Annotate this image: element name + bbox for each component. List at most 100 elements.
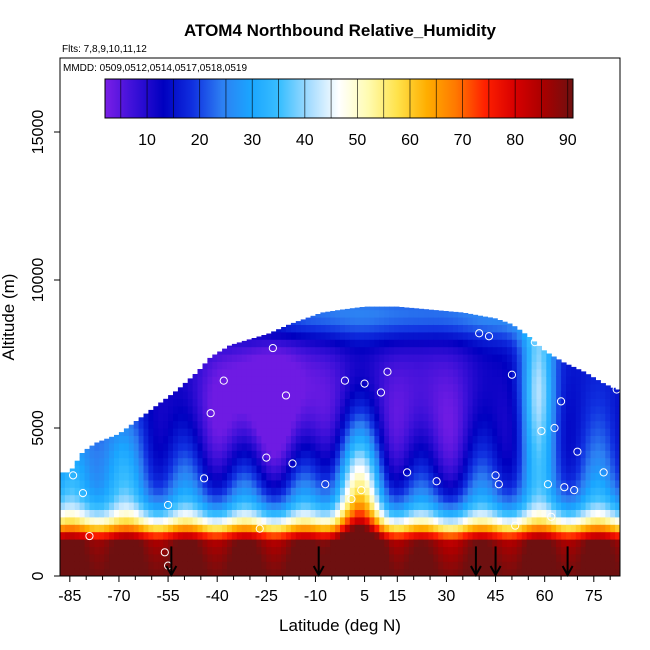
curtain-cell bbox=[487, 546, 493, 555]
curtain-cell bbox=[60, 502, 66, 510]
curtain-cell bbox=[374, 354, 380, 362]
curtain-cell bbox=[133, 428, 140, 436]
curtain-cell bbox=[438, 398, 444, 407]
curtain-cell bbox=[546, 465, 552, 473]
curtain-cell bbox=[335, 398, 341, 407]
curtain-cell bbox=[197, 405, 203, 414]
curtain-cell bbox=[526, 539, 533, 547]
curtain-cell bbox=[281, 516, 287, 525]
sample-point bbox=[321, 480, 330, 489]
curtain-cell bbox=[526, 465, 533, 473]
curtain-cell bbox=[605, 428, 611, 436]
curtain-cell bbox=[300, 339, 307, 348]
curtain-cell bbox=[266, 450, 272, 459]
curtain-cell bbox=[467, 354, 474, 362]
curtain-cell bbox=[482, 516, 488, 525]
curtain-cell bbox=[60, 524, 66, 533]
curtain-cell bbox=[389, 472, 395, 481]
curtain-cell bbox=[310, 450, 316, 459]
curtain-cell bbox=[600, 457, 606, 466]
curtain-cell bbox=[256, 405, 262, 414]
curtain-cell bbox=[521, 509, 528, 518]
curtain-cell bbox=[418, 428, 425, 436]
curtain-cell bbox=[246, 568, 253, 576]
curtain-cell bbox=[325, 457, 331, 466]
curtain-cell bbox=[467, 361, 474, 370]
curtain-cell bbox=[271, 376, 277, 385]
curtain-cell bbox=[492, 465, 498, 473]
curtain-cell bbox=[585, 568, 592, 576]
curtain-cell bbox=[325, 524, 331, 533]
curtain-cell bbox=[236, 472, 243, 481]
curtain-cell bbox=[261, 354, 267, 362]
curtain-cell bbox=[335, 317, 341, 325]
curtain-cell bbox=[472, 435, 479, 444]
curtain-cell bbox=[497, 435, 503, 444]
curtain-cell bbox=[526, 435, 533, 444]
curtain-cell bbox=[236, 361, 243, 370]
curtain-cell bbox=[281, 346, 287, 355]
curtain-cell bbox=[453, 531, 459, 540]
curtain-cell bbox=[502, 524, 508, 533]
curtain-cell bbox=[163, 553, 169, 562]
curtain-cell bbox=[222, 398, 228, 407]
curtain-cell bbox=[241, 398, 248, 407]
curtain-cell bbox=[428, 383, 434, 392]
curtain-cell bbox=[227, 345, 233, 348]
curtain-cell bbox=[251, 398, 258, 407]
curtain-cell bbox=[241, 524, 248, 533]
curtain-cell bbox=[94, 487, 100, 496]
curtain-cell bbox=[143, 539, 149, 547]
curtain-cell bbox=[364, 398, 371, 407]
curtain-cell bbox=[398, 309, 405, 318]
curtain-cell bbox=[448, 428, 454, 436]
curtain-cell bbox=[443, 509, 449, 518]
curtain-cell bbox=[320, 524, 326, 533]
curtain-cell bbox=[418, 391, 425, 399]
curtain-cell bbox=[79, 465, 86, 473]
curtain-cell bbox=[295, 361, 302, 370]
curtain-cell bbox=[364, 420, 371, 429]
curtain-cell bbox=[349, 509, 356, 518]
curtain-cell bbox=[231, 435, 238, 444]
curtain-cell bbox=[173, 457, 179, 466]
curtain-cell bbox=[241, 516, 248, 525]
sample-point bbox=[68, 471, 78, 480]
curtain-cell bbox=[187, 435, 194, 444]
curtain-cell bbox=[413, 546, 420, 555]
curtain-cell bbox=[276, 539, 282, 547]
curtain-cell bbox=[605, 413, 611, 422]
curtain-cell bbox=[344, 561, 351, 570]
curtain-cell bbox=[448, 346, 454, 355]
curtain-cell bbox=[286, 494, 292, 503]
curtain-cell bbox=[408, 368, 415, 377]
curtain-cell bbox=[153, 561, 159, 570]
curtain-cell bbox=[394, 568, 400, 576]
curtain-cell bbox=[335, 494, 341, 503]
curtain-cell bbox=[305, 516, 312, 525]
curtain-cell bbox=[482, 368, 488, 377]
curtain-cell bbox=[413, 317, 420, 325]
curtain-cell bbox=[546, 353, 552, 355]
curtain-cell bbox=[507, 539, 513, 547]
curtain-cell bbox=[453, 479, 459, 488]
curtain-cell bbox=[546, 479, 552, 488]
curtain-cell bbox=[600, 383, 606, 392]
curtain-cell bbox=[158, 553, 164, 562]
curtain-cell bbox=[379, 398, 385, 407]
curtain-cell bbox=[467, 450, 474, 459]
curtain-cell bbox=[192, 391, 199, 399]
curtain-cell bbox=[492, 516, 498, 525]
curtain-cell bbox=[566, 487, 572, 496]
curtain-cell bbox=[94, 553, 100, 562]
curtain-cell bbox=[511, 442, 518, 451]
curtain-cell bbox=[197, 561, 203, 570]
curtain-cell bbox=[438, 317, 444, 325]
curtain-cell bbox=[202, 502, 208, 510]
curtain-cell bbox=[300, 479, 307, 488]
curtain-cell bbox=[453, 524, 459, 533]
curtain-cell bbox=[605, 435, 611, 444]
curtain-cell bbox=[197, 420, 203, 429]
curtain-cell bbox=[575, 539, 582, 547]
curtain-cell bbox=[438, 524, 444, 533]
